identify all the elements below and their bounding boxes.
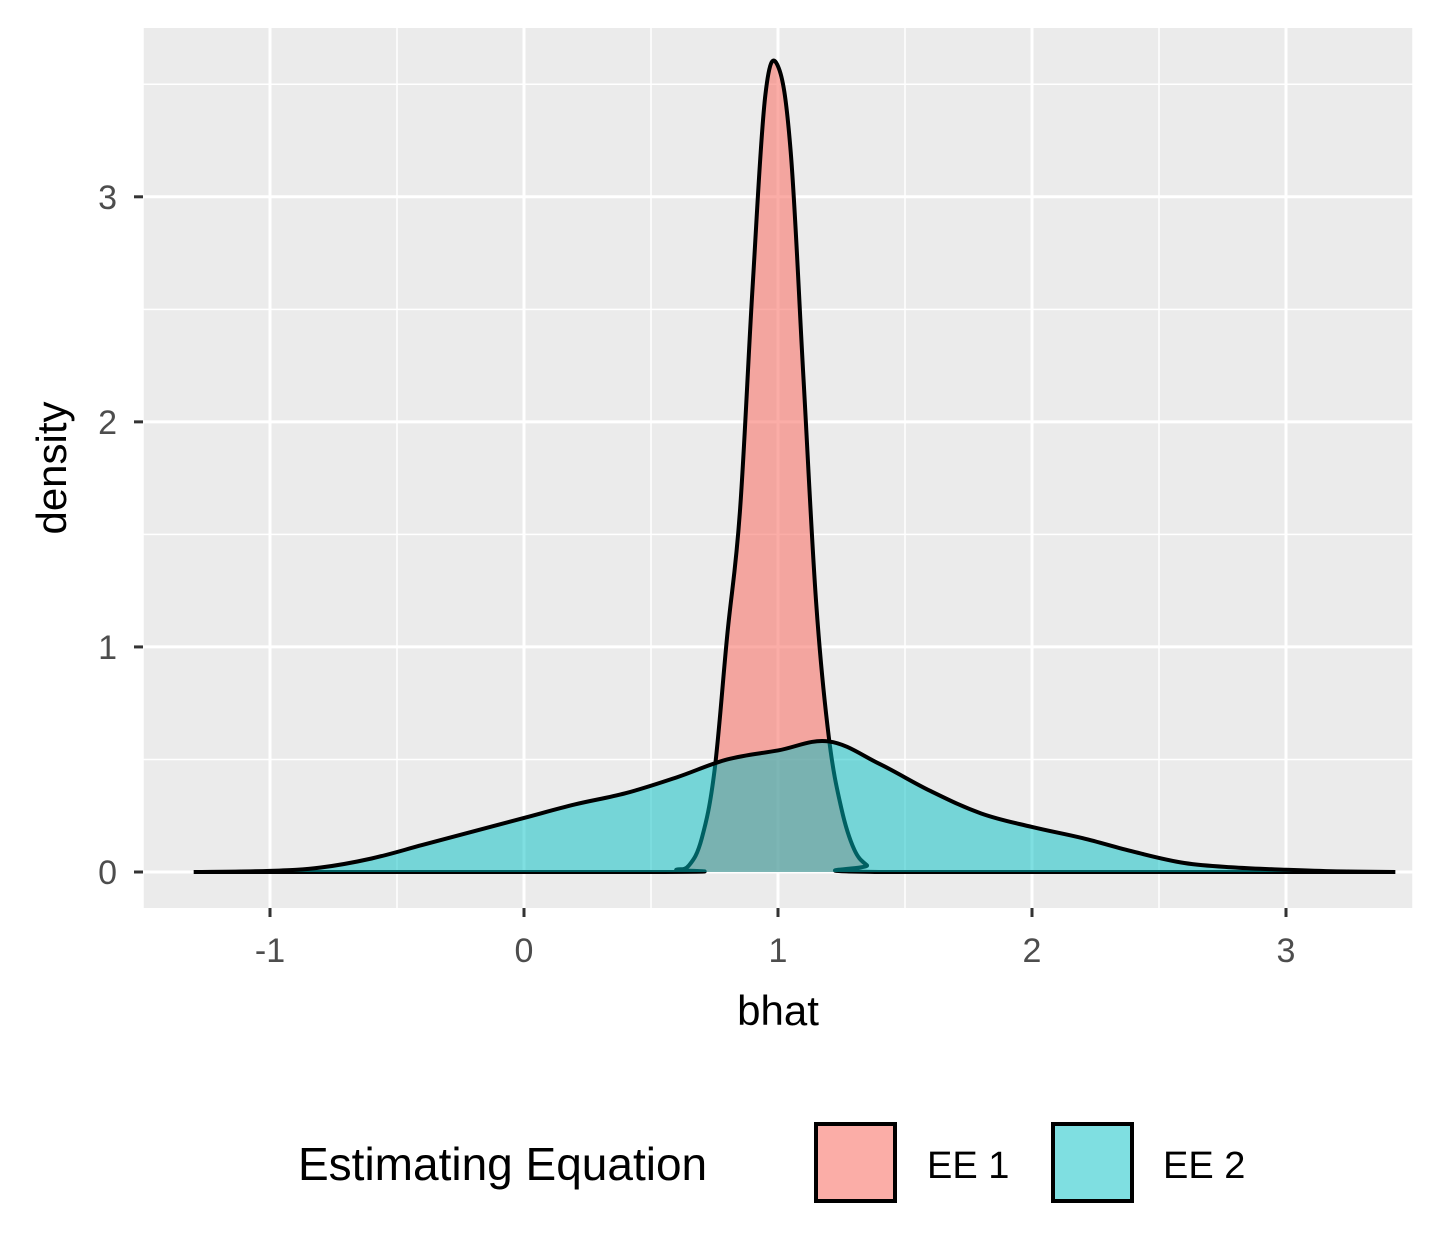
- y-tick-label: 2: [98, 404, 117, 442]
- legend: Estimating Equation EE 1 EE 2: [298, 1122, 1245, 1203]
- legend-key-ee1: [814, 1122, 897, 1203]
- x-axis-title: bhat: [737, 987, 819, 1034]
- x-axis: -1 0 1 2 3: [255, 908, 1296, 970]
- y-tick-label: 3: [98, 179, 117, 217]
- legend-label-ee2: EE 2: [1163, 1145, 1245, 1187]
- y-tick-label: 0: [98, 854, 117, 892]
- density-line-2: [193, 739, 1396, 874]
- y-axis: 0 1 2 3: [98, 179, 143, 892]
- x-tick-label: 3: [1277, 932, 1296, 970]
- x-tick-label: 0: [515, 932, 534, 970]
- density-area-1: [193, 60, 1396, 872]
- density-area-2: [193, 741, 1396, 872]
- y-tick-label: 1: [98, 629, 117, 667]
- legend-title: Estimating Equation: [298, 1138, 707, 1190]
- x-tick-label: 1: [769, 932, 788, 970]
- y-axis-title: density: [28, 401, 75, 534]
- x-tick-label: 2: [1023, 932, 1042, 970]
- density-areas: [193, 58, 1396, 874]
- x-tick-label: -1: [255, 932, 285, 970]
- legend-key-ee2: [1051, 1122, 1134, 1203]
- legend-label-ee1: EE 1: [927, 1145, 1009, 1187]
